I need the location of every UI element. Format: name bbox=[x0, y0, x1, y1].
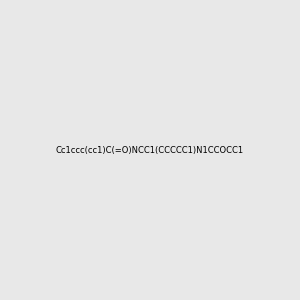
Text: Cc1ccc(cc1)C(=O)NCC1(CCCCC1)N1CCOCC1: Cc1ccc(cc1)C(=O)NCC1(CCCCC1)N1CCOCC1 bbox=[56, 146, 244, 154]
